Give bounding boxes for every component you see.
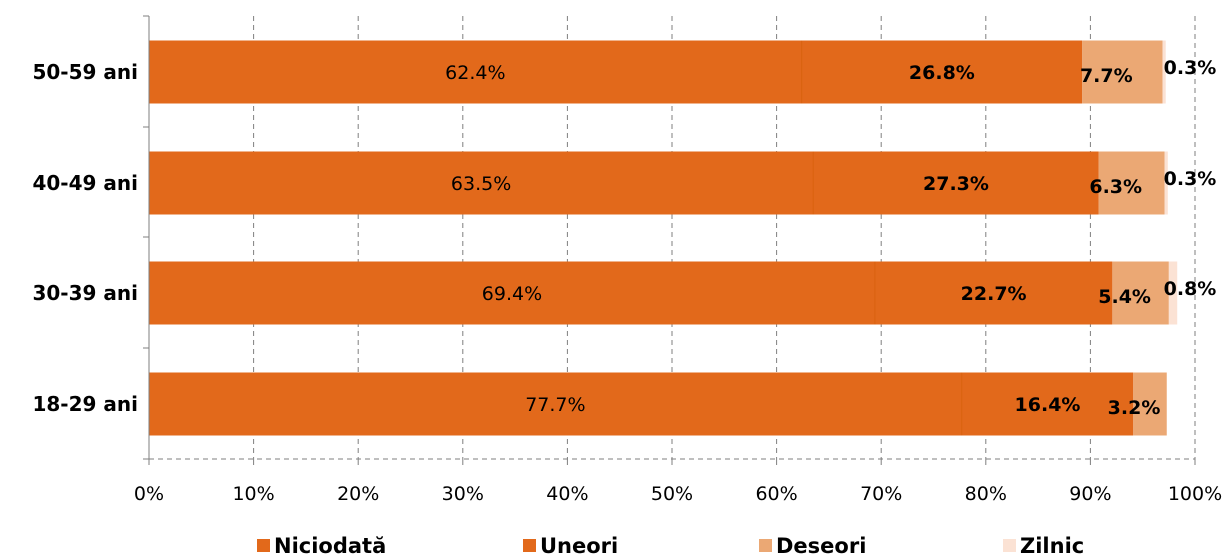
category-label: 30-39 ani — [32, 281, 138, 305]
legend-label: Niciodată — [274, 534, 386, 558]
x-tick-label: 40% — [546, 483, 588, 505]
data-label: 77.7% — [525, 394, 585, 416]
x-tick-label: 60% — [755, 483, 797, 505]
category-label: 40-49 ani — [32, 171, 138, 195]
legend-swatch — [759, 539, 772, 552]
x-tick-label: 10% — [232, 483, 274, 505]
bar-zilnic — [1164, 151, 1168, 215]
legend-swatch — [523, 539, 536, 552]
x-tick-label: 30% — [442, 483, 484, 505]
bar-uneori — [961, 372, 1134, 436]
data-label: 3.2% — [1108, 397, 1161, 419]
legend-label: Zilnic — [1020, 534, 1084, 558]
bar-niciodată — [149, 151, 814, 215]
x-tick-label: 80% — [965, 483, 1007, 505]
bar-zilnic — [1168, 261, 1178, 325]
legend-label: Deseori — [776, 534, 866, 558]
data-label: 22.7% — [961, 283, 1027, 305]
data-label: 62.4% — [445, 62, 505, 84]
x-tick-label: 50% — [651, 483, 693, 505]
data-label: 26.8% — [909, 62, 975, 84]
bar-deseori — [1133, 372, 1167, 436]
data-labels: 62.4% 26.8% 7.7% 0.3% 63.5% 27.3% 6.3% 0.3% 69.4… — [445, 57, 1216, 419]
x-tick-label: 20% — [337, 483, 379, 505]
bar-uneori — [874, 261, 1113, 325]
axes: 0% 10% 20% 30% 40% 50% 60% 70% 80% 90% 100% 50-59 a… — [32, 15, 1222, 505]
data-label: 16.4% — [1015, 394, 1081, 416]
bar-uneori — [801, 40, 1083, 104]
data-label: 63.5% — [451, 173, 511, 195]
x-tick-label: 70% — [860, 483, 902, 505]
data-label: 0.3% — [1164, 57, 1217, 79]
legend-label: Uneori — [540, 534, 618, 558]
legend: Niciodată Uneori Deseori Zilnic — [257, 534, 1084, 558]
data-label: 5.4% — [1098, 286, 1151, 308]
data-label: 0.3% — [1164, 168, 1217, 190]
bar-deseori — [1112, 261, 1169, 325]
bar-niciodată — [149, 261, 875, 325]
data-label: 69.4% — [482, 283, 542, 305]
data-label: 0.8% — [1164, 278, 1217, 300]
category-label: 50-59 ani — [32, 60, 138, 84]
legend-swatch — [1003, 539, 1016, 552]
x-tick-label: 0% — [134, 483, 164, 505]
data-label: 7.7% — [1080, 65, 1133, 87]
bar-niciodată — [149, 372, 962, 436]
bar-deseori — [1098, 151, 1165, 215]
bar-uneori — [813, 151, 1099, 215]
bar-deseori — [1082, 40, 1163, 104]
category-label: 18-29 ani — [32, 392, 138, 416]
bar-niciodată — [149, 40, 802, 104]
legend-swatch — [257, 539, 270, 552]
bars — [149, 40, 1178, 436]
x-tick-label: 90% — [1069, 483, 1111, 505]
x-tick-label: 100% — [1168, 483, 1222, 505]
bar-zilnic — [1162, 40, 1166, 104]
data-label: 6.3% — [1089, 176, 1142, 198]
data-label: 27.3% — [923, 173, 989, 195]
